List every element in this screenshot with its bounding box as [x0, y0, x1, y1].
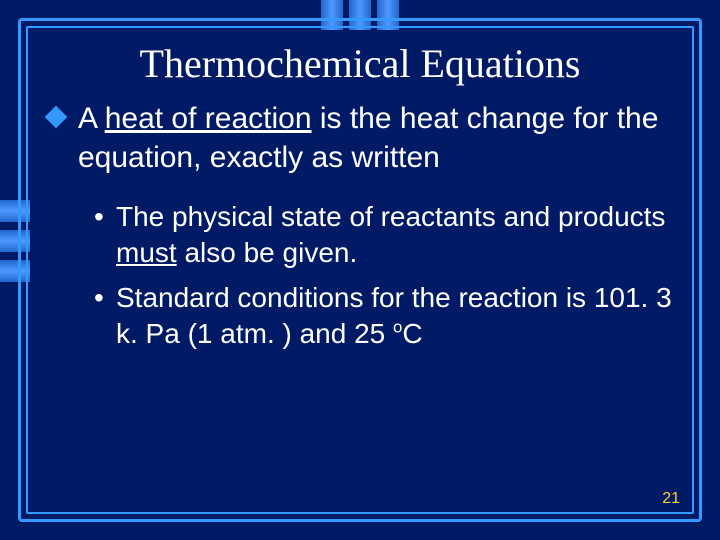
sub-point-post: C — [402, 318, 422, 349]
sub-bullet-list: The physical state of reactants and prod… — [48, 199, 672, 353]
main-bullet: A heat of reaction is the heat change fo… — [48, 99, 672, 177]
main-point-underlined: heat of reaction — [105, 102, 312, 135]
slide-number: 21 — [662, 490, 680, 508]
slide-content: Thermochemical Equations A heat of react… — [48, 40, 672, 500]
sub-point-pre: Standard conditions for the reaction is … — [116, 282, 672, 349]
sub-point-post: also be given. — [177, 237, 358, 268]
degree-superscript: o — [393, 318, 402, 337]
slide-title: Thermochemical Equations — [48, 40, 672, 87]
sub-bullet-item: The physical state of reactants and prod… — [94, 199, 672, 272]
sub-point-pre: The physical state of reactants and prod… — [116, 201, 665, 232]
sub-point-underlined: must — [116, 237, 177, 268]
diamond-bullet-icon — [45, 106, 68, 129]
sub-bullet-item: Standard conditions for the reaction is … — [94, 280, 672, 353]
main-point-prefix: A — [78, 102, 105, 135]
